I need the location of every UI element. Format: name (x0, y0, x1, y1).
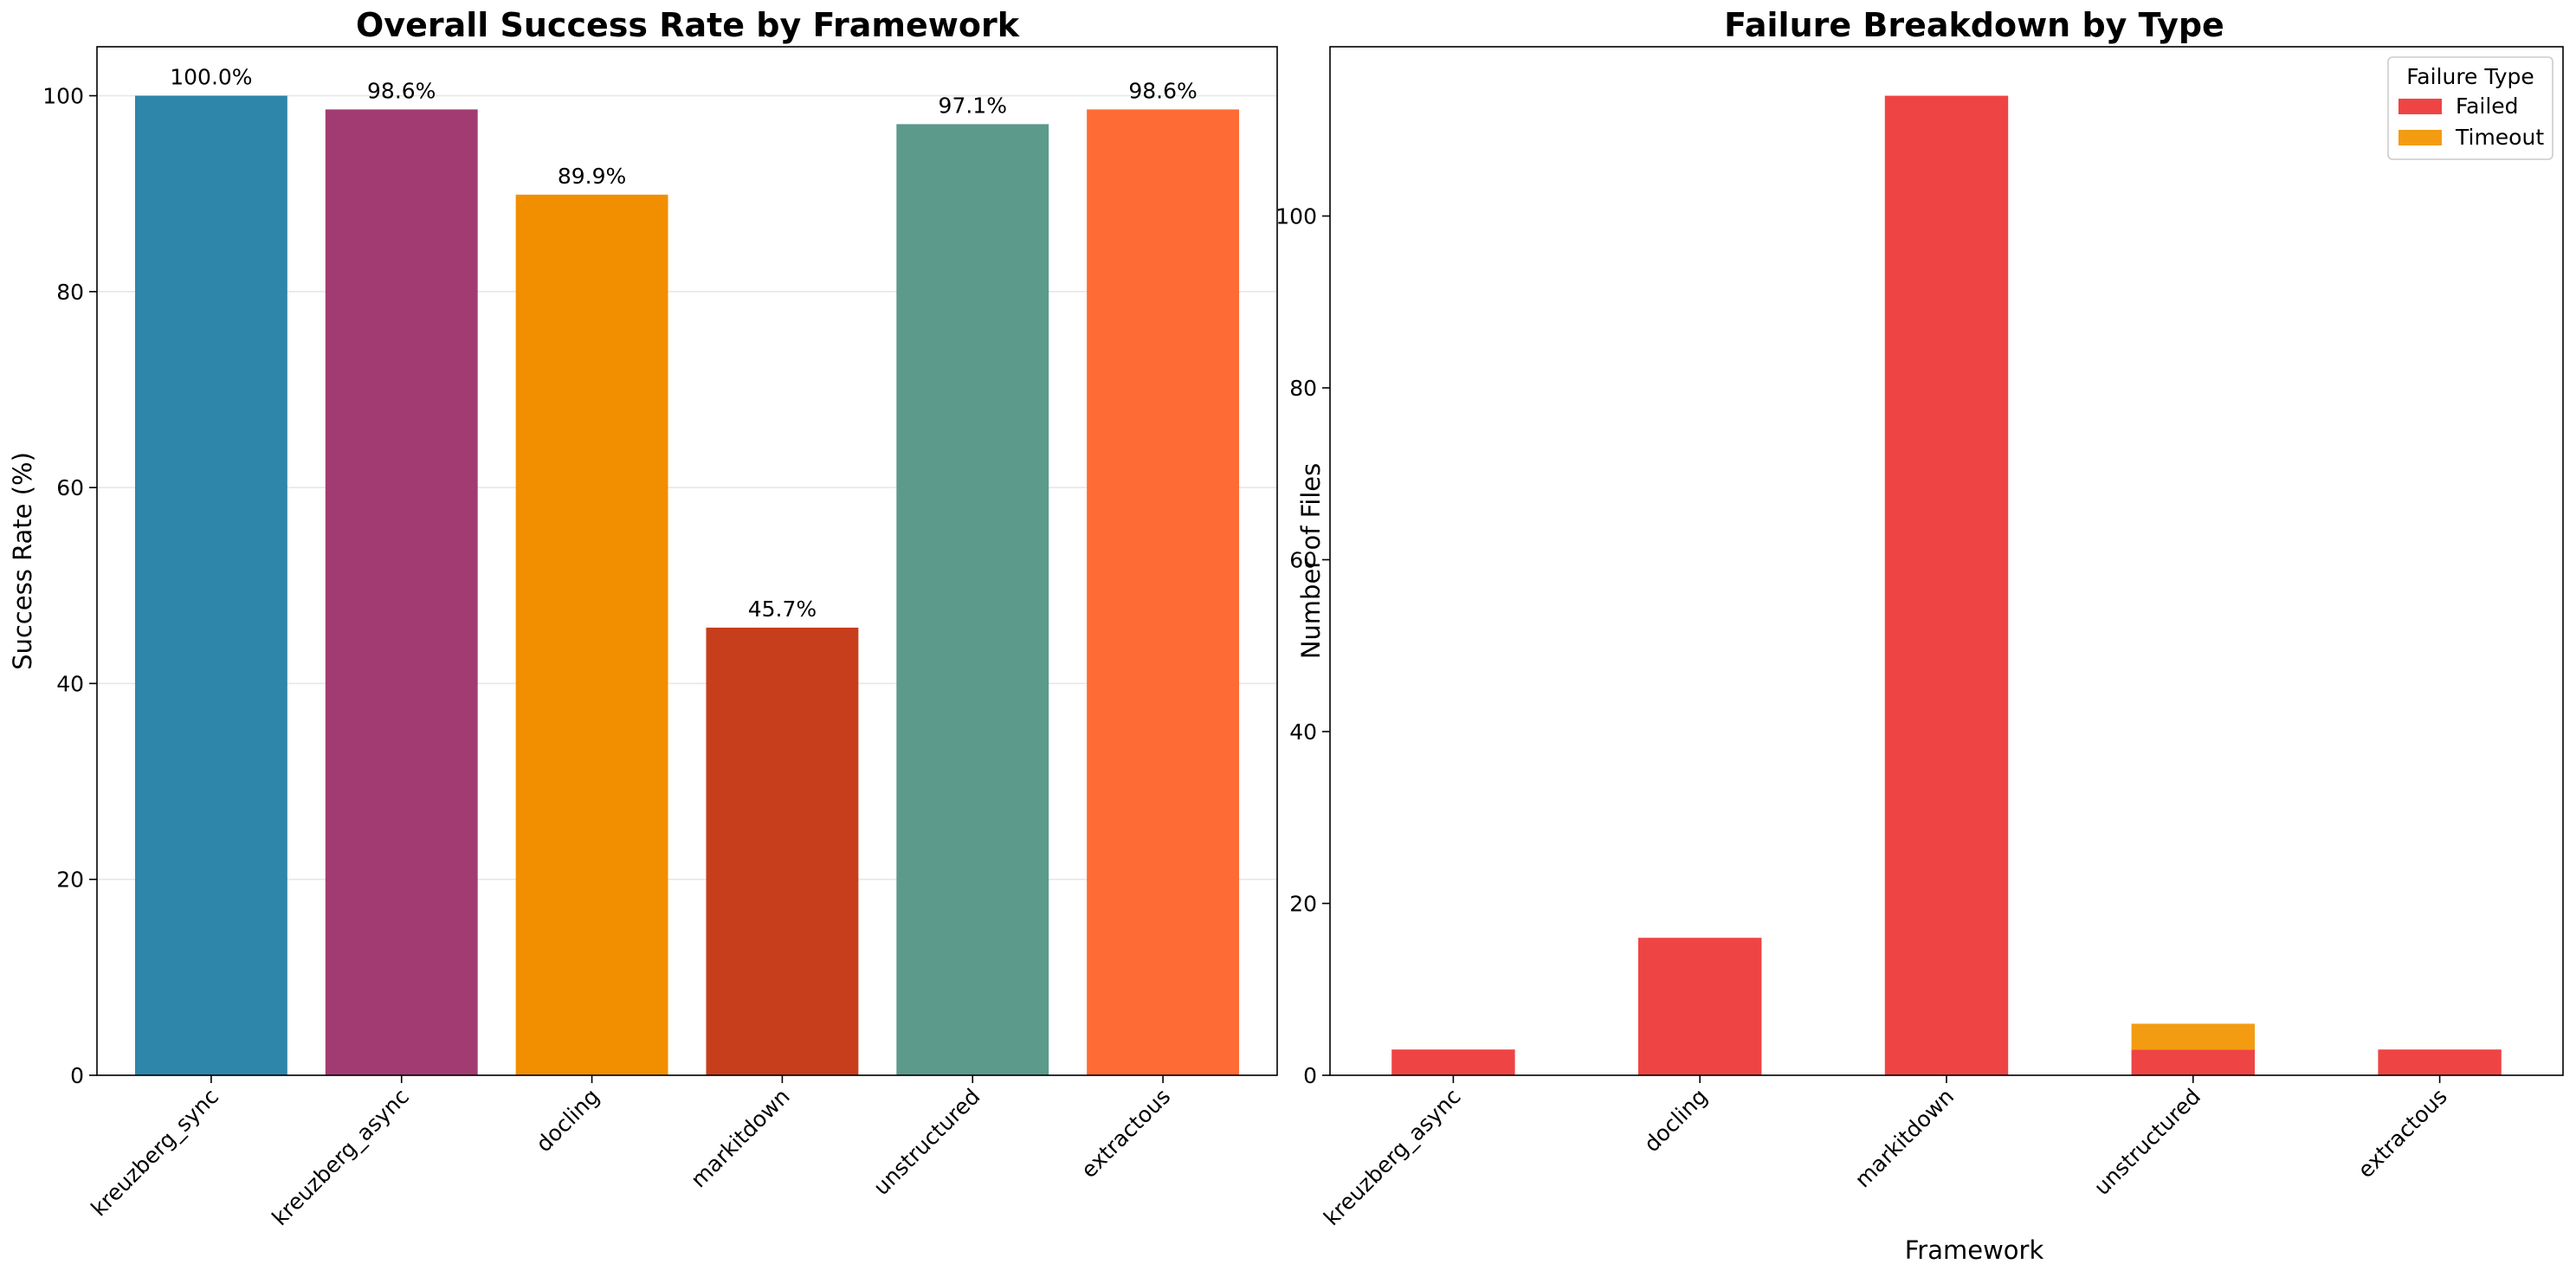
y-tick-label: 60 (56, 475, 84, 500)
bar-value-label: 100.0% (170, 65, 252, 90)
failure-breakdown-plot-frame (1329, 46, 2564, 1076)
failure-breakdown-y-axis-label: Number of Files (1296, 463, 1326, 660)
failure-breakdown-y-ticks: 0 20 40 60 80 100 (1275, 204, 1330, 1088)
y-tick-label: 100 (42, 84, 84, 109)
bar-segment-failed (2131, 1049, 2255, 1075)
bar-value-label: 89.9% (558, 164, 626, 189)
y-tick-label: 80 (1289, 376, 1317, 401)
failure-breakdown-bars (1391, 95, 2502, 1076)
failure-type-legend: Failure Type Failed Timeout (2387, 56, 2553, 160)
legend-swatch-failed (2398, 99, 2442, 114)
bar-segment-timeout (2131, 1023, 2255, 1050)
y-tick-label: 60 (1289, 548, 1317, 573)
y-tick-label: 40 (56, 671, 84, 696)
bar-value-label: 98.6% (367, 78, 436, 103)
y-tick-label: 20 (1289, 892, 1317, 917)
bar (325, 109, 478, 1076)
failure-breakdown-x-axis-label: Framework (1905, 1235, 2044, 1265)
success-rate-value-labels: 100.0% 98.6% 89.9% 45.7% 97.1% 98.6% (170, 65, 1198, 622)
y-tick-label: 80 (56, 280, 84, 305)
bar-value-label: 97.1% (939, 93, 1007, 118)
y-tick-label: 0 (70, 1063, 84, 1088)
y-tick-label: 40 (1289, 719, 1317, 745)
y-tick-label: 20 (56, 867, 84, 893)
legend-title: Failure Type (2406, 64, 2534, 89)
legend-swatch-timeout (2398, 130, 2442, 145)
bar-segment-failed (1638, 938, 1762, 1075)
success-rate-plot-frame (96, 46, 1278, 1076)
bar-value-label: 98.6% (1128, 78, 1197, 103)
y-tick-label: 0 (1303, 1063, 1317, 1088)
legend-label-timeout: Timeout (2455, 125, 2544, 150)
success-rate-chart: Overall Success Rate by Framework Succes… (8, 6, 1278, 1230)
bar-segment-failed (2378, 1049, 2502, 1075)
bar (134, 95, 287, 1076)
bar-segment-failed (1391, 1049, 1515, 1075)
failure-breakdown-chart: Failure Breakdown by Type Number of File… (1275, 6, 2564, 1265)
bar (515, 194, 668, 1076)
failure-breakdown-chart-title: Failure Breakdown by Type (1724, 6, 2224, 44)
y-tick-label: 100 (1275, 204, 1317, 229)
bar-value-label: 45.7% (748, 597, 817, 622)
bar (1087, 109, 1240, 1076)
success-rate-y-axis-label: Success Rate (%) (8, 452, 37, 670)
success-rate-chart-title: Overall Success Rate by Framework (356, 6, 1020, 44)
bar (896, 124, 1049, 1076)
bar (706, 627, 859, 1075)
bar-segment-failed (1884, 95, 2009, 1076)
success-rate-bars (134, 95, 1240, 1076)
success-rate-y-ticks: 0 20 40 60 80 100 (42, 84, 97, 1088)
legend-label-failed: Failed (2456, 94, 2519, 119)
